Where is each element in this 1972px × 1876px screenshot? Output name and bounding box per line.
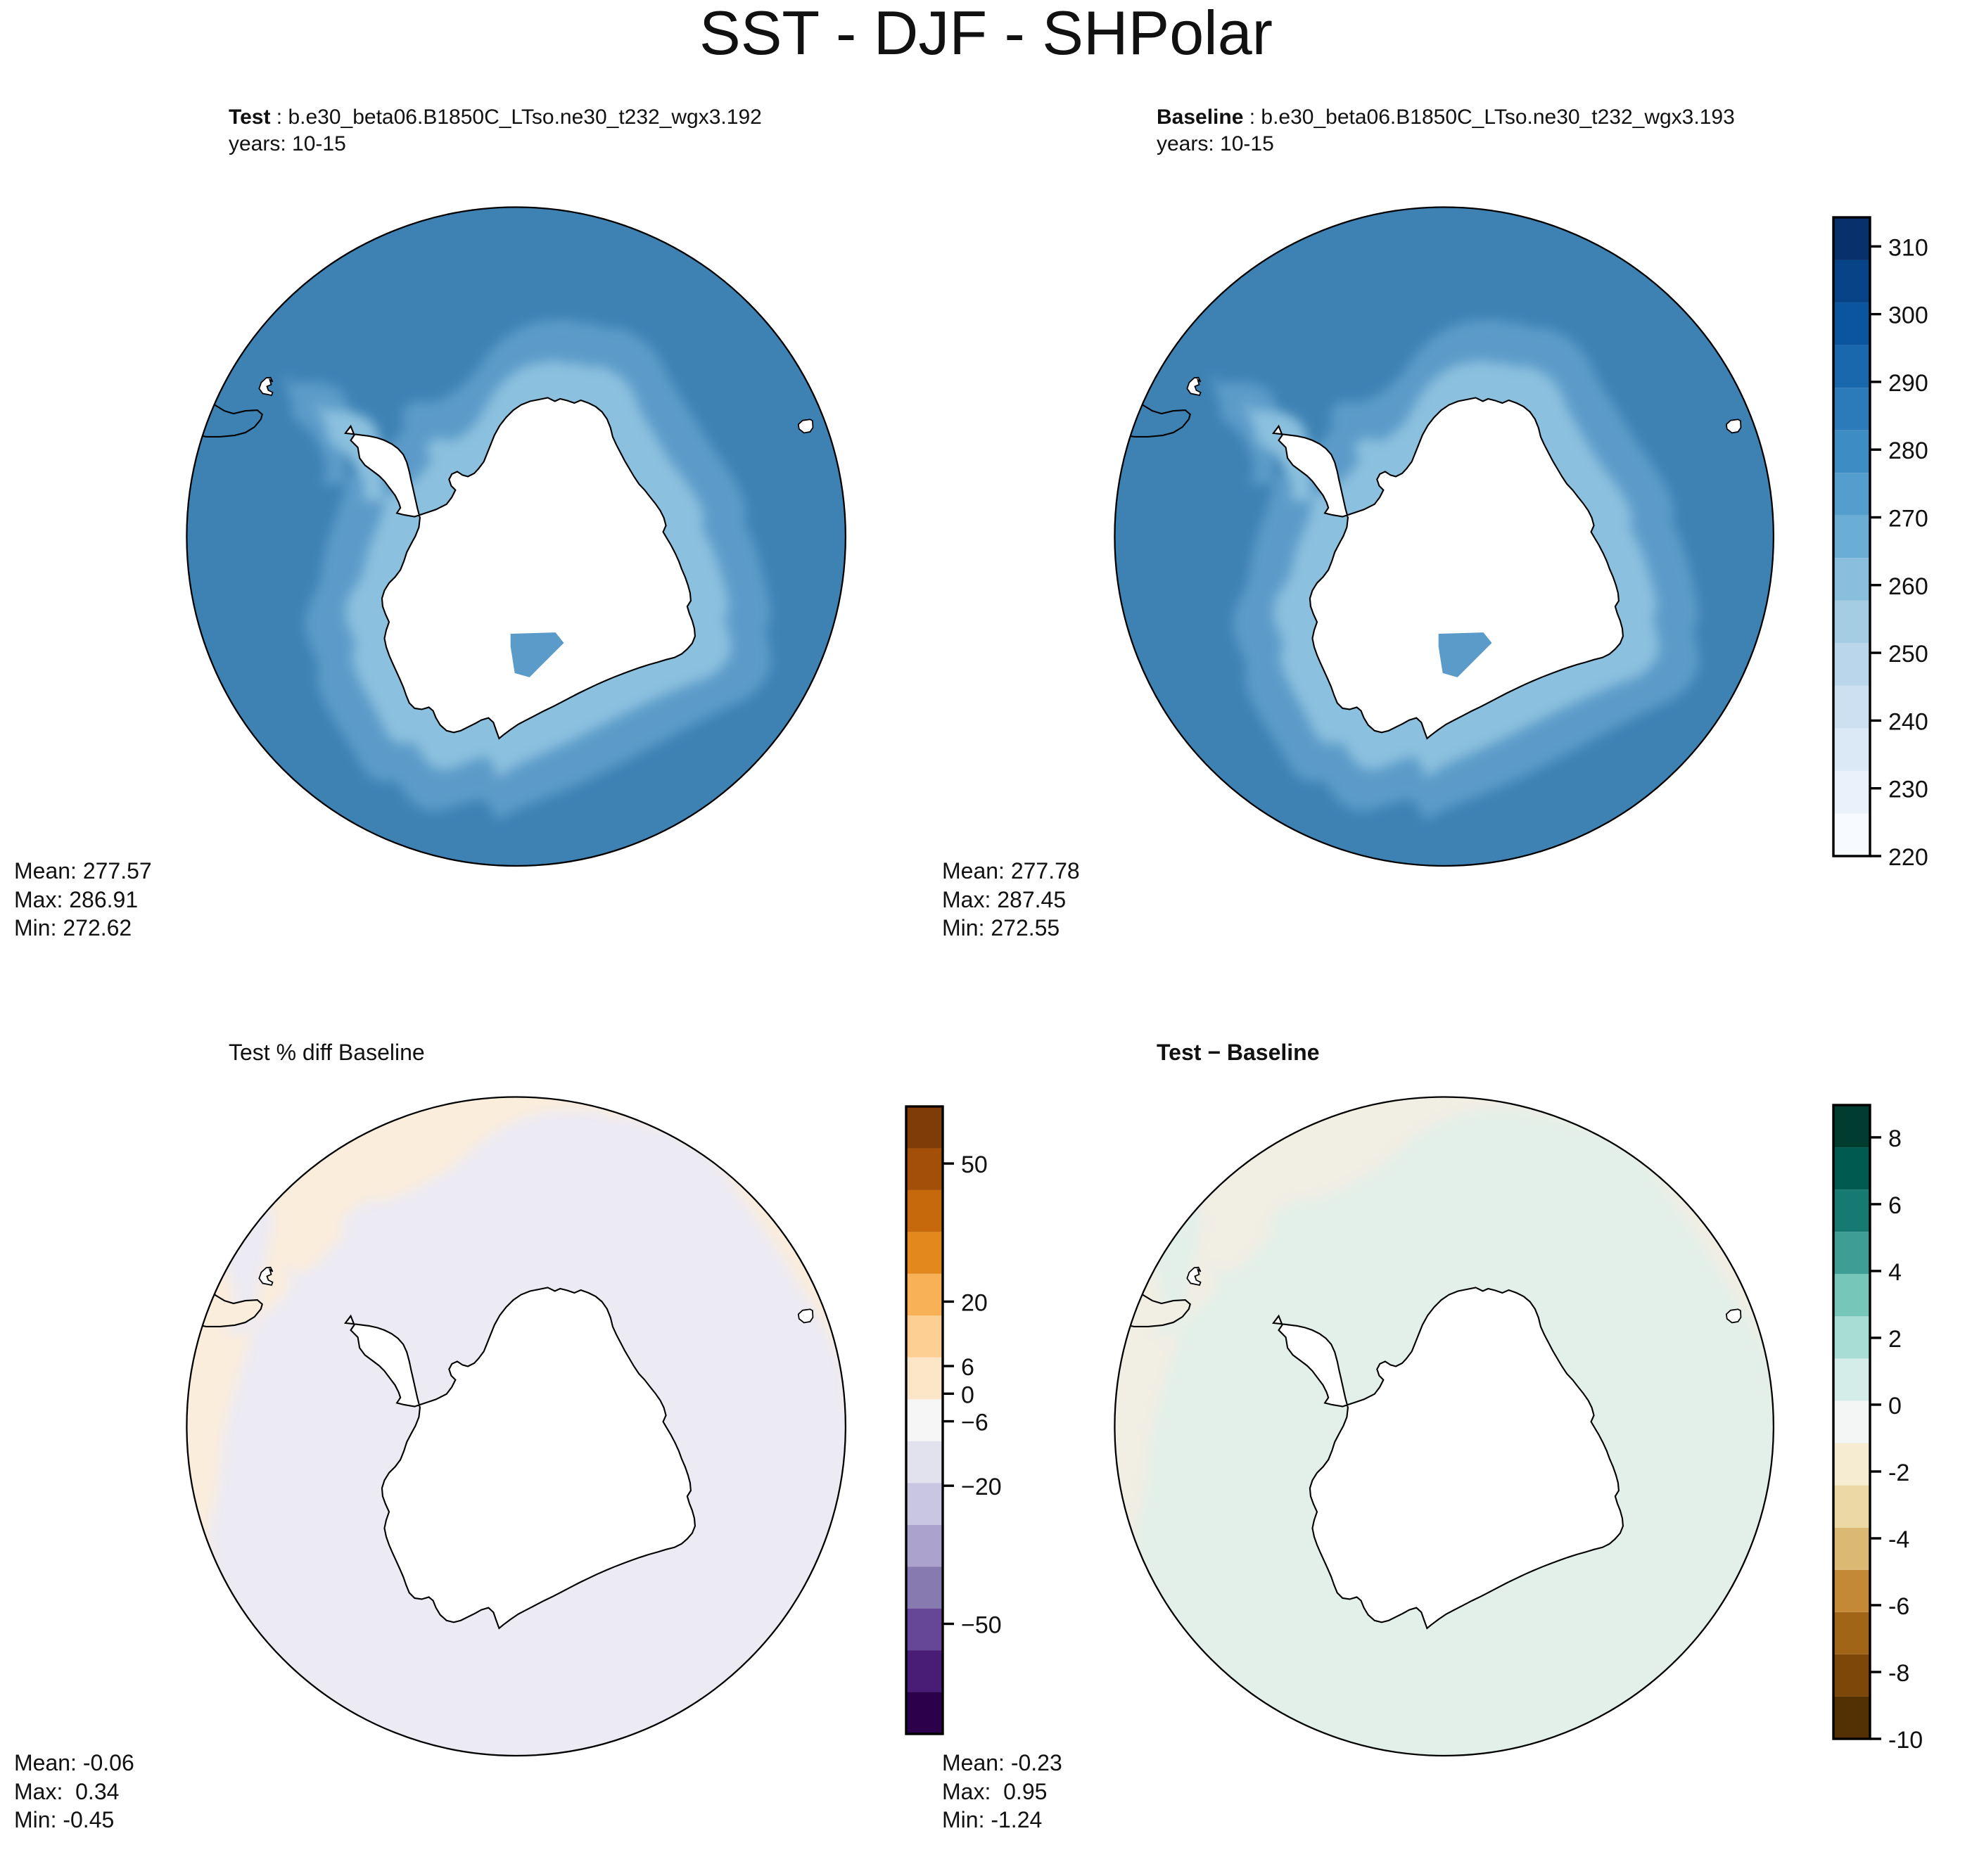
svg-text:300: 300 xyxy=(1888,302,1928,329)
svg-text:8: 8 xyxy=(1888,1125,1902,1152)
svg-text:-8: -8 xyxy=(1888,1660,1909,1687)
svg-text:−50: −50 xyxy=(961,1612,1002,1639)
svg-text:-2: -2 xyxy=(1888,1460,1909,1486)
svg-text:280: 280 xyxy=(1888,438,1928,464)
svg-text:−6: −6 xyxy=(961,1410,988,1436)
svg-text:50: 50 xyxy=(961,1151,988,1178)
svg-text:-10: -10 xyxy=(1888,1727,1923,1754)
svg-text:-4: -4 xyxy=(1888,1526,1909,1553)
svg-text:6: 6 xyxy=(961,1354,974,1381)
svg-text:4: 4 xyxy=(1888,1259,1902,1286)
svg-text:−20: −20 xyxy=(961,1474,1002,1500)
svg-text:2: 2 xyxy=(1888,1326,1902,1353)
svg-text:230: 230 xyxy=(1888,777,1928,803)
svg-text:240: 240 xyxy=(1888,708,1928,735)
svg-text:250: 250 xyxy=(1888,641,1928,668)
svg-text:220: 220 xyxy=(1888,844,1928,871)
svg-text:-6: -6 xyxy=(1888,1593,1909,1620)
svg-text:290: 290 xyxy=(1888,370,1928,397)
svg-text:20: 20 xyxy=(961,1289,988,1316)
svg-text:270: 270 xyxy=(1888,506,1928,532)
svg-text:0: 0 xyxy=(961,1382,974,1408)
svg-text:0: 0 xyxy=(1888,1393,1902,1419)
svg-text:260: 260 xyxy=(1888,573,1928,600)
svg-text:6: 6 xyxy=(1888,1192,1902,1219)
svg-text:310: 310 xyxy=(1888,234,1928,261)
